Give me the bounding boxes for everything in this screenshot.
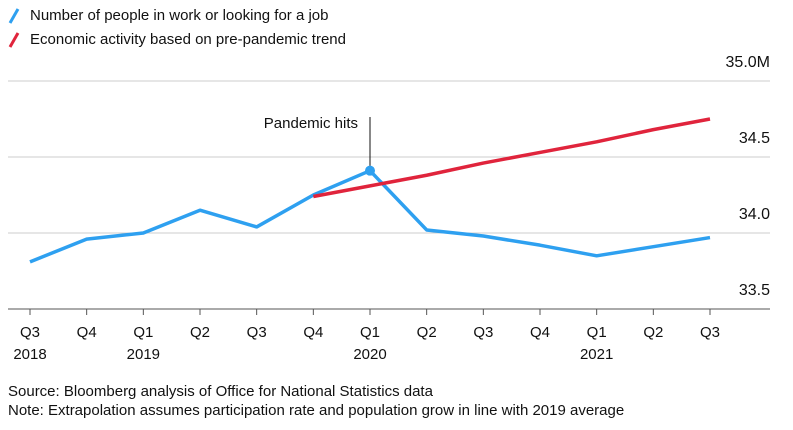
annotation-dot (365, 165, 375, 176)
x-tick-label: Q1 (360, 324, 380, 341)
x-tick-label: Q2 (190, 324, 210, 341)
x-tick-label: Q3 (20, 324, 40, 341)
x-year-label: 2020 (353, 346, 386, 363)
x-tick-label: Q1 (133, 324, 153, 341)
legend-swatch (8, 8, 20, 24)
y-tick-label: 34.0 (739, 206, 770, 223)
y-tick-label: 34.5 (739, 130, 770, 147)
y-tick-label: 33.5 (739, 282, 770, 299)
annotation-label: Pandemic hits (264, 115, 358, 132)
x-tick-label: Q3 (473, 324, 493, 341)
x-tick-label: Q1 (587, 324, 607, 341)
legend-label: Number of people in work or looking for … (30, 7, 329, 24)
x-year-label: 2021 (580, 346, 613, 363)
source: Source: Bloomberg analysis of Office for… (8, 383, 434, 400)
x-year-label: 2019 (127, 346, 160, 363)
note: Note: Extrapolation assumes participatio… (8, 402, 624, 419)
legend-swatch (8, 32, 20, 48)
x-year-label: 2018 (13, 346, 46, 363)
series-line (313, 117, 711, 199)
y-tick-label: 35.0M (726, 54, 770, 71)
x-tick-label: Q4 (530, 324, 550, 341)
x-tick-label: Q3 (247, 324, 267, 341)
x-tick-label: Q2 (643, 324, 663, 341)
x-tick-label: Q4 (303, 324, 323, 341)
x-tick-label: Q3 (700, 324, 720, 341)
legend-label: Economic activity based on pre-pandemic … (30, 31, 346, 48)
x-tick-label: Q4 (77, 324, 97, 341)
x-tick-label: Q2 (417, 324, 437, 341)
